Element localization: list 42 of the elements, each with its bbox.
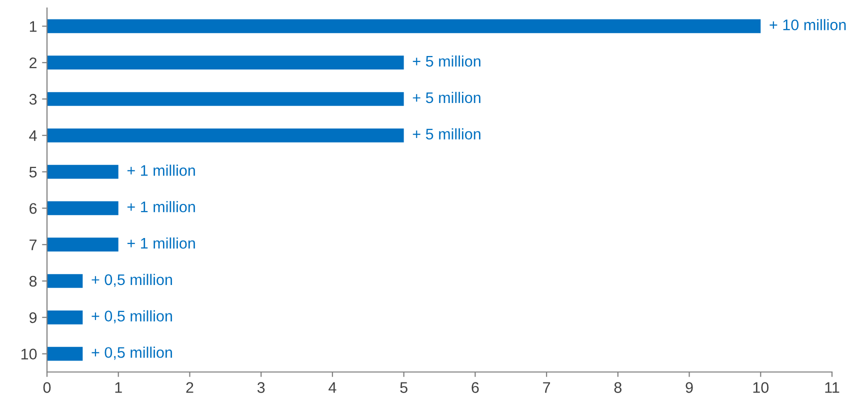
y-tick-label: 2 (30, 57, 37, 68)
bar (47, 310, 83, 324)
x-tick-label: 9 (686, 382, 693, 393)
x-tick-label: 6 (472, 382, 479, 393)
x-tick-label: 4 (328, 382, 336, 393)
data-label: + 0,5 million (92, 346, 172, 360)
data-label: + 5 million (412, 92, 480, 104)
bar (47, 238, 118, 252)
x-tick-label: 11 (825, 382, 840, 393)
bar (47, 274, 83, 288)
x-tick-label: 3 (257, 382, 265, 393)
bar (47, 201, 118, 216)
y-tick-label: 8 (29, 276, 37, 287)
data-label: + 1 million (127, 237, 195, 249)
data-label: + 0,5 million (92, 310, 172, 324)
y-tick-label: 6 (30, 203, 37, 214)
bar (47, 346, 83, 361)
x-tick-label: 8 (614, 382, 622, 393)
y-tick-label: 5 (29, 166, 37, 178)
x-tick-label: 5 (400, 382, 408, 393)
data-label: + 1 million (127, 201, 195, 212)
bar (47, 164, 118, 179)
y-tick-label: 7 (30, 240, 37, 250)
y-tick-label: 4 (29, 130, 37, 141)
bar (47, 19, 761, 34)
x-tick-label: 1 (115, 382, 122, 393)
y-tick-label: 9 (30, 312, 37, 324)
bar (47, 56, 404, 70)
x-tick-label: 10 (753, 382, 769, 393)
data-label: + 1 million (127, 164, 195, 176)
y-tick-label: 3 (29, 94, 37, 105)
data-label: + 5 million (412, 55, 480, 67)
data-label: + 5 million (412, 128, 480, 140)
x-tick-label: 7 (543, 382, 550, 393)
data-label: + 0,5 million (92, 274, 172, 287)
y-tick-label: 1 (30, 21, 37, 32)
x-tick-label: 2 (186, 382, 194, 393)
x-tick-label: 0 (43, 382, 51, 393)
bar (47, 92, 404, 106)
y-tick-label: 10 (21, 348, 37, 360)
data-label: + 10 million (770, 19, 846, 30)
bar (47, 128, 404, 142)
